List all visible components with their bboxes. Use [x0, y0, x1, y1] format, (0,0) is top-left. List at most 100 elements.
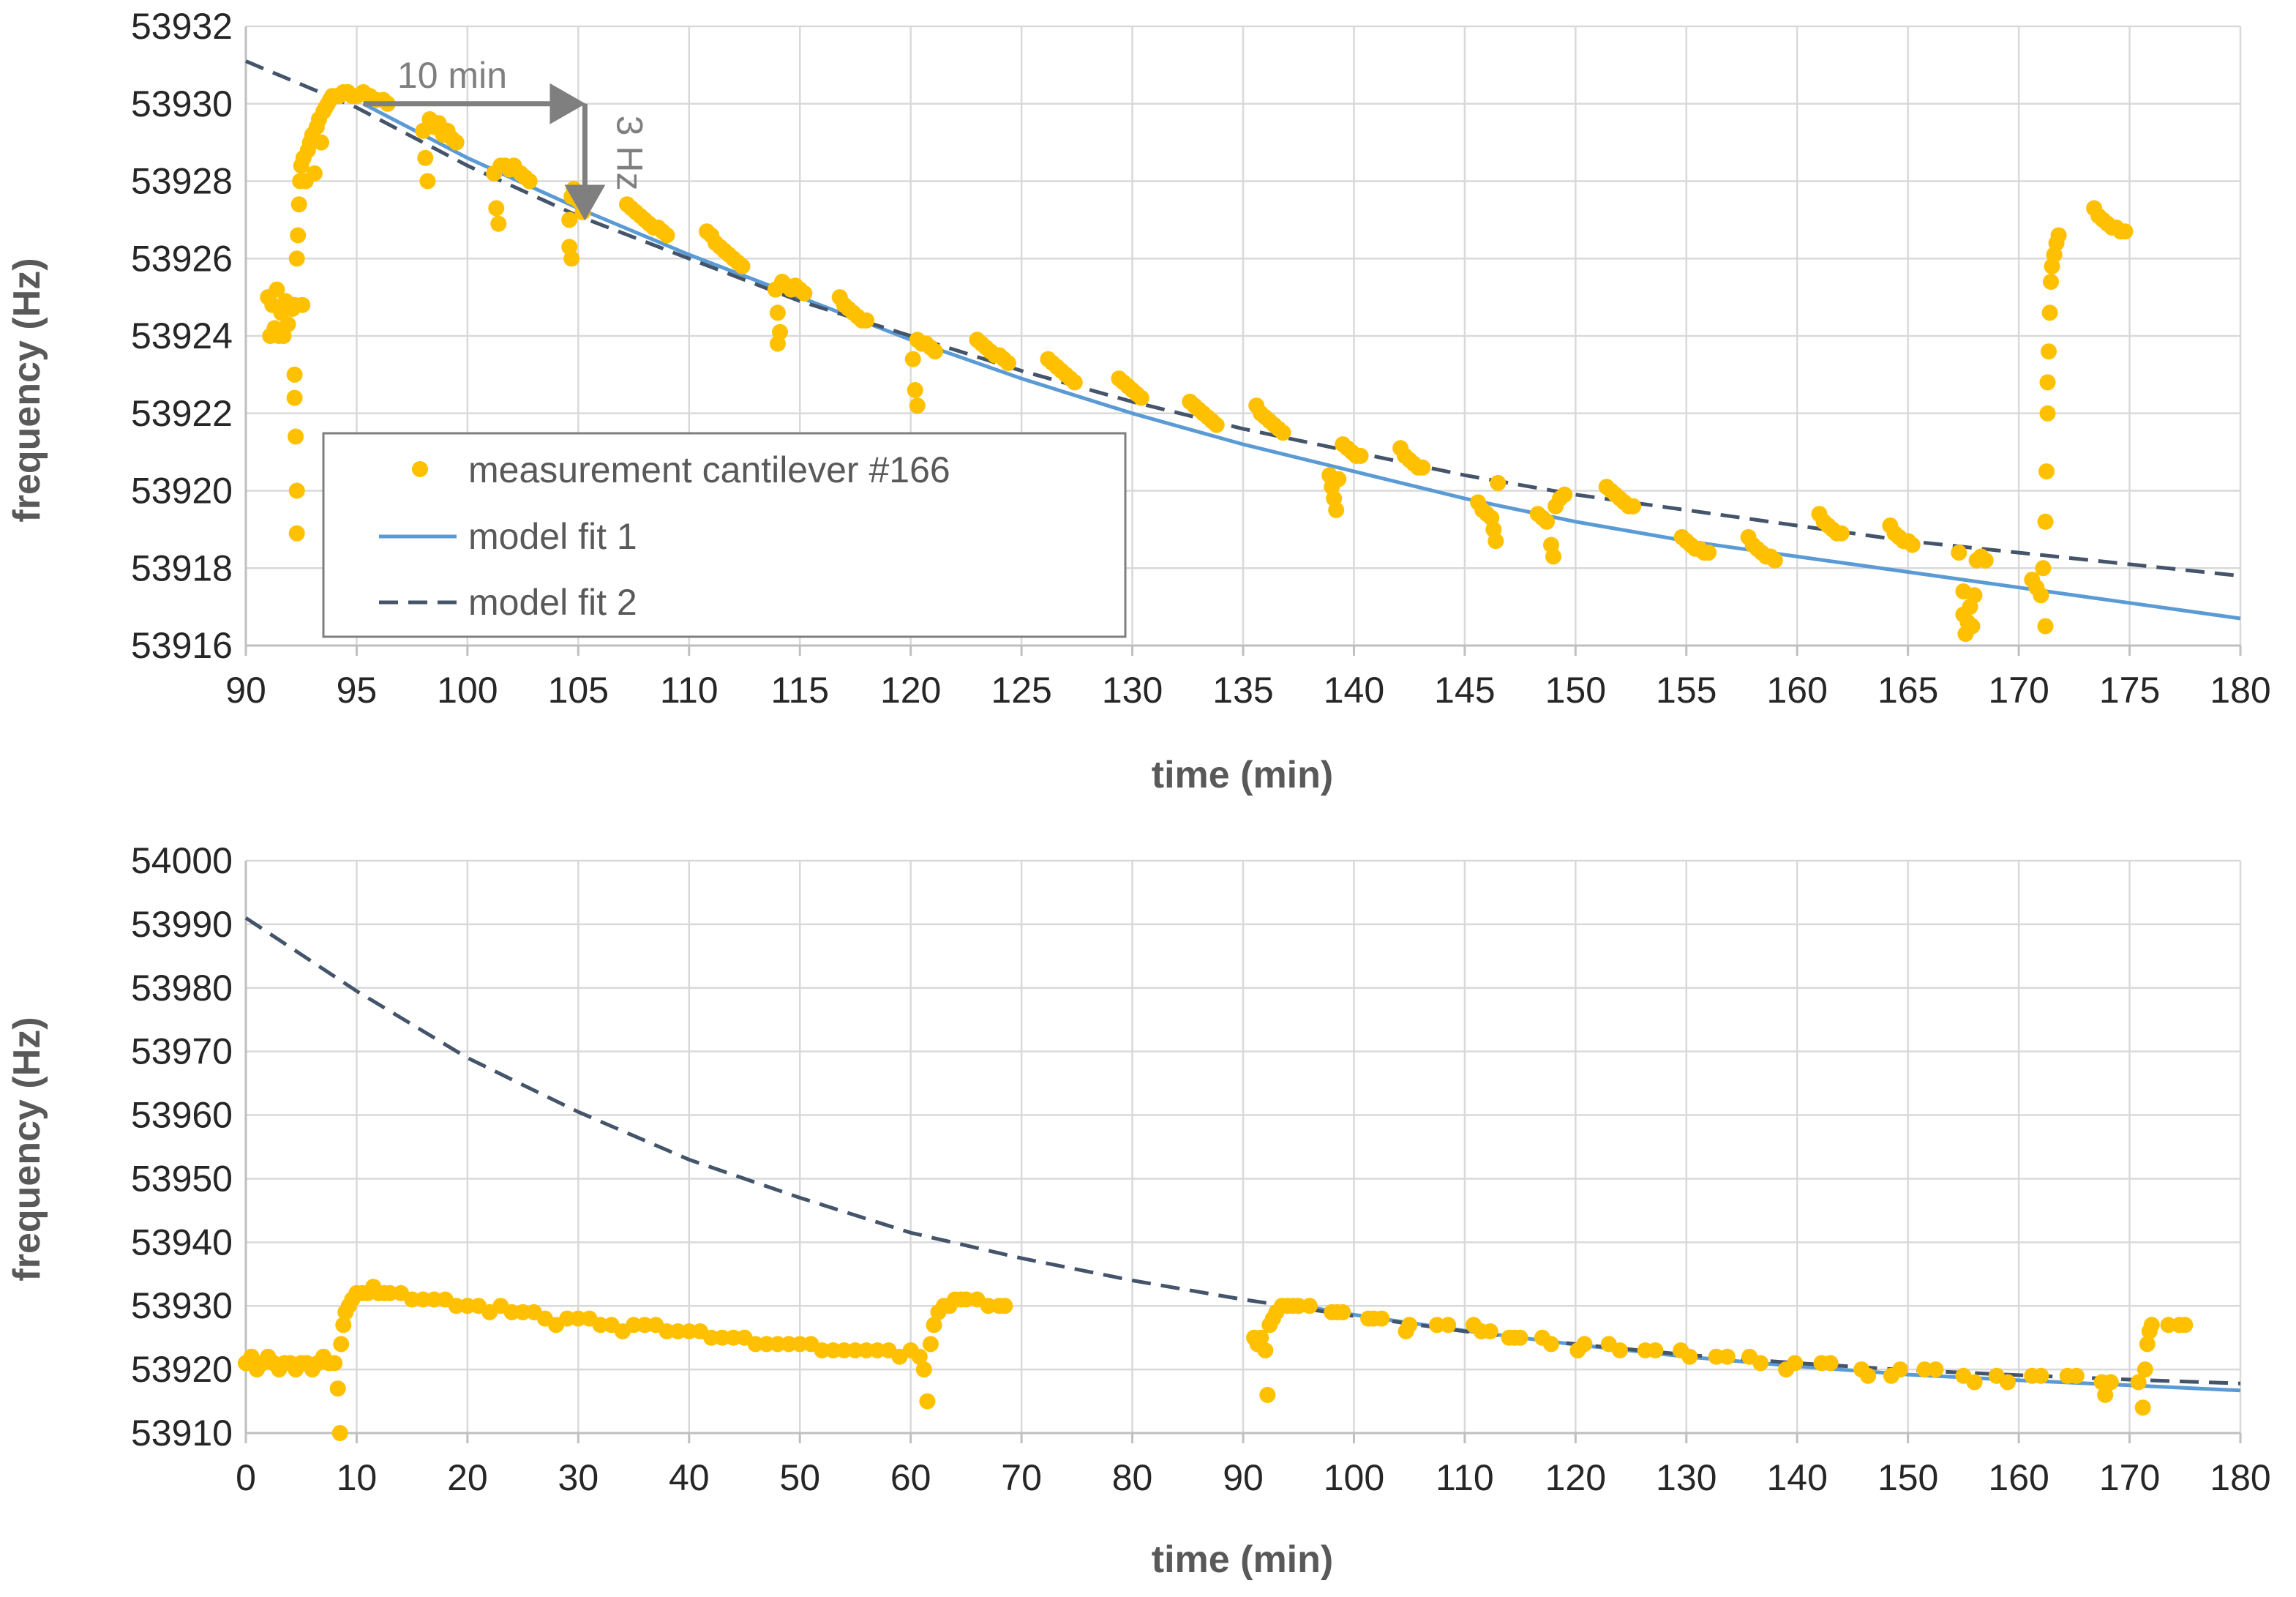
top-chart: 90 95 100 105 110 115 120 125 130 135 140 145 150 155… [6, 6, 2271, 796]
top-data-point [1977, 552, 1994, 569]
bottom-data-point [669, 1323, 686, 1339]
top-data-point [306, 165, 323, 182]
bottom-data-point [1647, 1342, 1664, 1358]
bottom-chart: 0 10 20 30 40 50 60 70 80 90 100 110 120 130 140 150 160… [6, 840, 2271, 1581]
top-data-point [1208, 416, 1225, 433]
bottom-data-point [2143, 1317, 2160, 1334]
top-data-point [796, 285, 813, 302]
bottom-data-point [1301, 1298, 1318, 1314]
annotation-3-hz-label: 3 Hz [609, 116, 650, 191]
top-y-tick-label: 53922 [131, 393, 233, 434]
bottom-x-tick-label: 90 [1223, 1457, 1264, 1498]
bottom-data-point [1860, 1367, 1877, 1384]
top-x-tick-label: 135 [1212, 670, 1273, 711]
top-x-tick-label: 110 [660, 670, 719, 711]
bottom-data-point [637, 1317, 653, 1334]
bottom-x-tick-label: 140 [1767, 1457, 1828, 1498]
bottom-x-tick-label: 20 [447, 1457, 488, 1498]
bottom-x-tick-label: 40 [669, 1457, 710, 1498]
legend-label-measurement: measurement cantilever #166 [468, 449, 950, 490]
legend-label-model-fit-1: model fit 1 [468, 516, 637, 557]
top-data-point [907, 382, 923, 398]
top-data-point [448, 134, 465, 151]
top-x-tick-label: 145 [1434, 670, 1495, 711]
top-data-point [1966, 587, 1983, 604]
top-y-tick-labels: 53916 53918 53920 53922 53924 53926 53928 53930… [131, 6, 233, 666]
top-data-point [488, 200, 505, 217]
bottom-data-point [758, 1336, 775, 1353]
bottom-data-point [1576, 1336, 1593, 1353]
bottom-data-point [2130, 1374, 2147, 1391]
top-data-point [288, 428, 304, 445]
top-x-tick-labels: 90 95 100 105 110 115 120 125 130 135 140 145 150 155… [225, 670, 2271, 711]
top-data-point [2041, 304, 2058, 321]
bottom-axes [244, 861, 2242, 1443]
legend-label-model-fit-2: model fit 2 [468, 582, 637, 623]
bottom-y-tick-label: 53980 [131, 968, 233, 1009]
bottom-model-fit-2-path [244, 916, 2241, 1385]
top-data-point [1066, 374, 1083, 391]
top-data-point [288, 250, 305, 267]
top-x-tick-label: 155 [1656, 670, 1717, 711]
top-x-tick-label: 165 [1877, 670, 1938, 711]
bottom-data-point [335, 1317, 352, 1334]
top-data-point [904, 351, 921, 367]
top-data-point [772, 323, 788, 340]
top-y-tick-label: 53918 [131, 547, 233, 588]
top-data-point [1625, 498, 1642, 515]
bottom-data-point [570, 1310, 587, 1327]
bottom-data-point [1681, 1348, 1698, 1365]
top-data-point [563, 250, 580, 267]
top-data-point [1904, 536, 1921, 553]
bottom-x-tick-label: 110 [1436, 1457, 1494, 1498]
top-data-point [2037, 618, 2054, 635]
bottom-data-point [626, 1317, 642, 1334]
top-y-tick-label: 53932 [131, 6, 233, 47]
bottom-data-point [869, 1342, 886, 1358]
bottom-x-tick-label: 180 [2210, 1457, 2270, 1498]
top-x-tick-label: 115 [770, 670, 829, 711]
bottom-y-axis-title: frequency (Hz) [6, 1017, 48, 1281]
top-data-point [288, 482, 305, 499]
bottom-data-point [1719, 1348, 1736, 1365]
bottom-data-point [814, 1342, 830, 1358]
top-x-tick-label: 120 [880, 670, 941, 711]
top-x-tick-label: 175 [2099, 670, 2160, 711]
top-y-tick-label: 53924 [131, 315, 233, 356]
bottom-data-point [514, 1304, 531, 1320]
bottom-data-point [592, 1317, 609, 1334]
bottom-data-point [1259, 1386, 1276, 1403]
bottom-y-tick-label: 53960 [131, 1095, 233, 1136]
bottom-data-point [915, 1361, 932, 1378]
top-data-point [2050, 227, 2067, 244]
top-data-point [286, 389, 303, 406]
top-data-point [2037, 513, 2054, 530]
bottom-data-point [725, 1329, 742, 1346]
bottom-data-point [1966, 1374, 1983, 1391]
bottom-data-point [2033, 1367, 2049, 1384]
bottom-data-point [1892, 1361, 1909, 1378]
bottom-data-point [911, 1348, 928, 1365]
bottom-data-point [1611, 1342, 1628, 1358]
top-data-point [1766, 552, 1783, 569]
bottom-x-tick-label: 30 [558, 1457, 599, 1498]
bottom-data-point [1752, 1355, 1769, 1372]
top-data-point [1414, 459, 1431, 476]
bottom-x-axis-title: time (min) [1152, 1538, 1333, 1581]
top-data-point [1352, 447, 1369, 464]
bottom-data-point [703, 1329, 720, 1346]
bottom-y-tick-label: 53950 [131, 1158, 233, 1199]
bottom-data-point [926, 1317, 942, 1334]
bottom-data-point [781, 1336, 798, 1353]
top-data-point [909, 397, 926, 414]
legend: measurement cantilever #166 model fit 1 … [322, 432, 1127, 638]
bottom-data-point [415, 1291, 432, 1308]
top-data-point [1133, 389, 1149, 406]
bottom-data-point [329, 1380, 346, 1397]
bottom-data-point [714, 1329, 731, 1346]
top-x-tick-label: 130 [1102, 670, 1163, 711]
top-data-point [2043, 274, 2059, 290]
bottom-data-point [1512, 1329, 1528, 1346]
bottom-data-point [2136, 1361, 2153, 1378]
